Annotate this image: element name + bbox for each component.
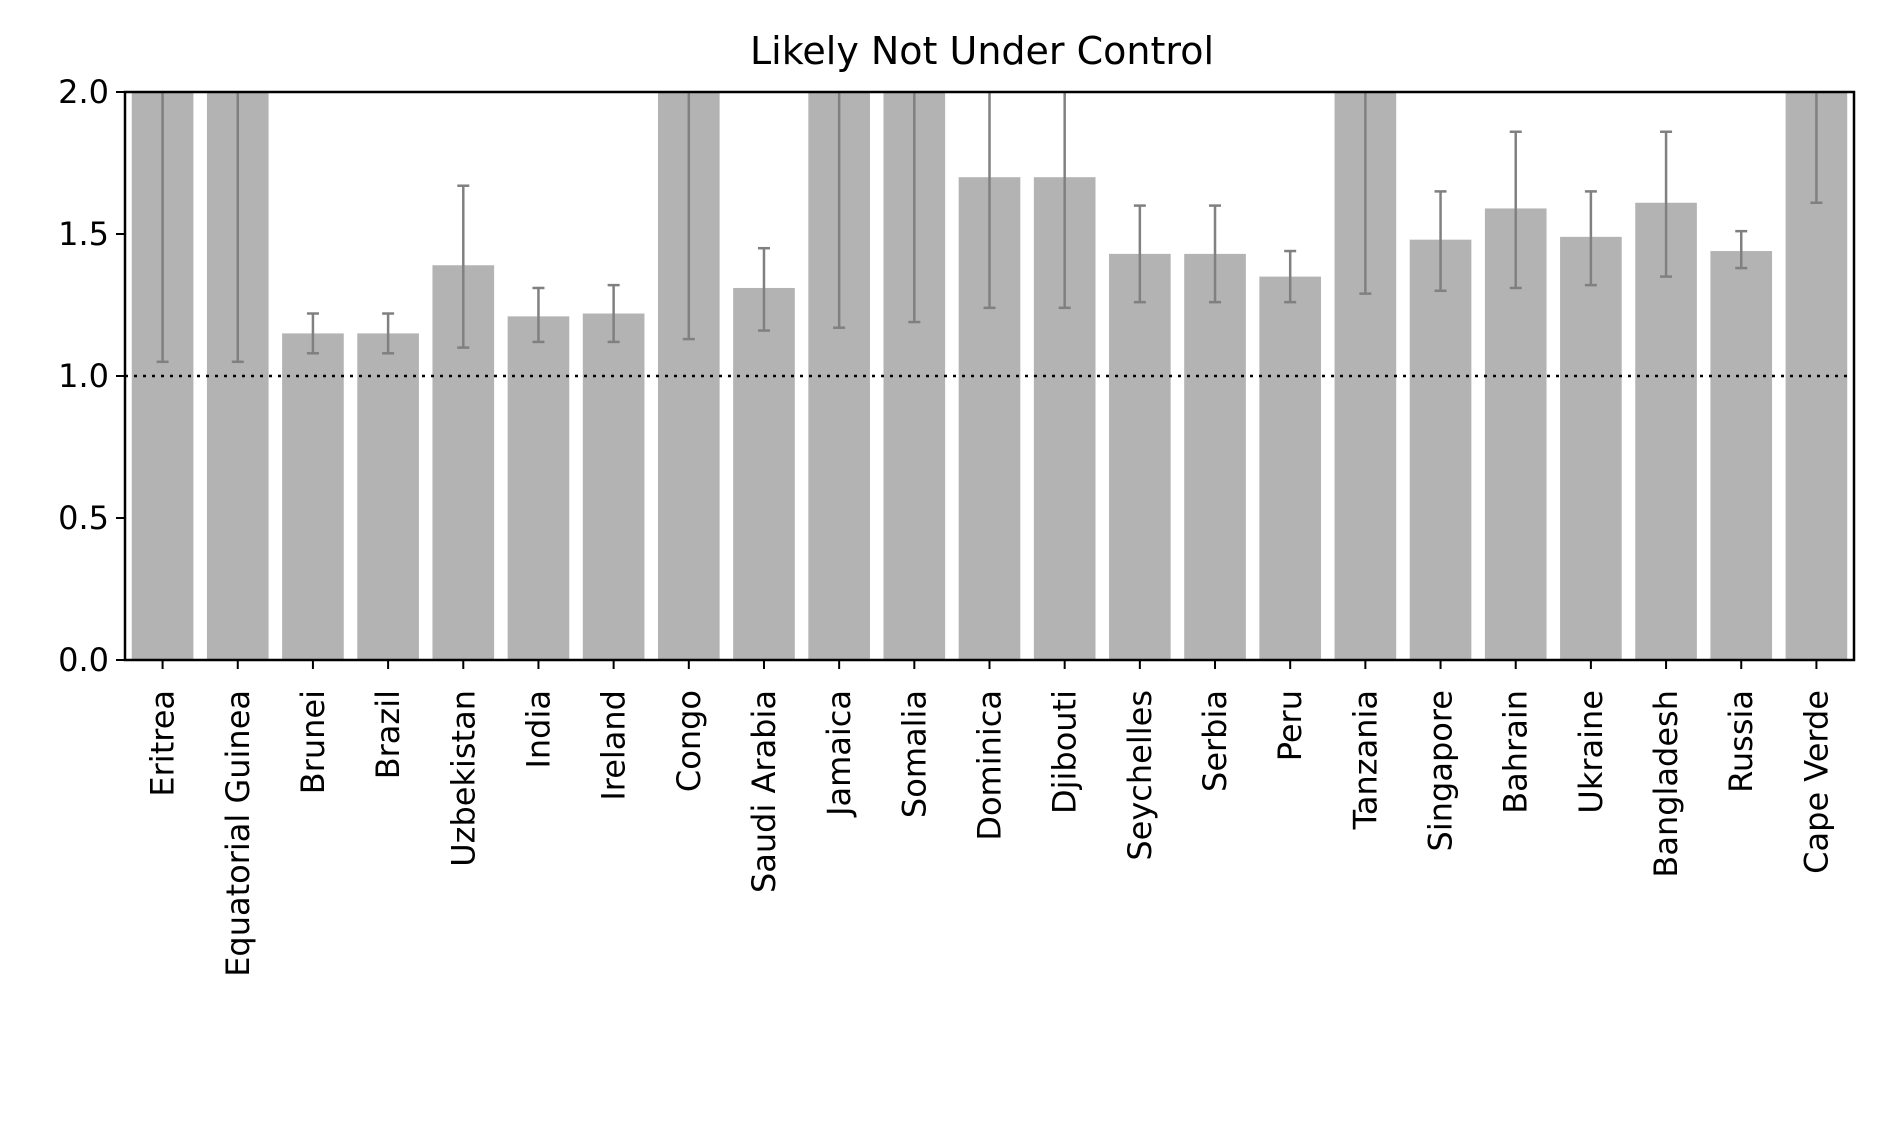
errorbar bbox=[156, 92, 169, 364]
errorbar bbox=[457, 184, 470, 349]
bar-ireland bbox=[582, 313, 645, 660]
bar-peru bbox=[1259, 276, 1322, 660]
x-tick-label: Jamaica bbox=[820, 690, 858, 818]
bar-seychelles bbox=[1109, 253, 1171, 660]
errorbar bbox=[306, 312, 319, 355]
errorbar bbox=[1810, 92, 1823, 205]
x-tick-label: India bbox=[519, 690, 557, 769]
x-tick-label: Somalia bbox=[895, 690, 933, 818]
x-tick-label: Bangladesh bbox=[1647, 690, 1685, 878]
bar-serbia bbox=[1184, 253, 1246, 660]
errorbars-layer bbox=[156, 92, 1823, 364]
x-tick-label: Djibouti bbox=[1046, 690, 1084, 814]
x-tick-label: Serbia bbox=[1196, 690, 1234, 792]
bar-brazil bbox=[357, 333, 419, 660]
errorbar bbox=[1209, 204, 1222, 304]
y-tick-label: 2.0 bbox=[58, 73, 109, 111]
errorbar bbox=[607, 283, 620, 344]
x-tick-label: Uzbekistan bbox=[444, 690, 482, 867]
x-tick-label: Dominica bbox=[971, 690, 1009, 841]
errorbar bbox=[1735, 229, 1748, 270]
x-tick-label: Brazil bbox=[369, 690, 407, 779]
errorbar bbox=[1509, 130, 1522, 290]
x-tick-label: Russia bbox=[1722, 690, 1760, 793]
x-tick-label: Saudi Arabia bbox=[745, 690, 783, 893]
x-tick-label: Brunei bbox=[294, 690, 332, 794]
y-tick-label: 0.0 bbox=[58, 641, 109, 679]
errorbar bbox=[1284, 249, 1297, 304]
errorbar bbox=[757, 246, 770, 332]
errorbar bbox=[682, 92, 695, 341]
x-tick-label: Equatorial Guinea bbox=[219, 690, 257, 977]
x-tick-label: Eritrea bbox=[144, 690, 182, 797]
errorbar bbox=[1133, 204, 1146, 304]
bar-ukraine bbox=[1560, 236, 1622, 660]
errorbar bbox=[1660, 130, 1673, 278]
errorbar bbox=[1058, 92, 1071, 310]
errorbar bbox=[382, 312, 395, 355]
x-tick-label: Cape Verde bbox=[1797, 690, 1835, 874]
bar-saudi-arabia bbox=[733, 287, 795, 660]
errorbar bbox=[1359, 92, 1372, 295]
x-axis: Eritrea Equatorial Guinea Brunei Brazil Uzbe… bbox=[144, 660, 1835, 977]
y-tick-label: 1.0 bbox=[58, 357, 109, 395]
x-tick-label: Bahrain bbox=[1497, 690, 1535, 814]
bar-singapore bbox=[1409, 239, 1472, 660]
x-tick-label: Peru bbox=[1271, 690, 1309, 761]
errorbar bbox=[532, 286, 545, 344]
x-tick-label: Ireland bbox=[595, 690, 633, 801]
y-tick-label: 1.5 bbox=[58, 215, 109, 253]
y-tick-label: 0.5 bbox=[58, 499, 109, 537]
x-tick-label: Singapore bbox=[1422, 690, 1460, 851]
errorbar bbox=[833, 92, 846, 329]
bar-brunei bbox=[282, 333, 344, 660]
y-axis: 0.0 0.5 1.0 1.5 2.0 bbox=[58, 73, 125, 679]
bar-bangladesh bbox=[1635, 202, 1697, 660]
bar-russia bbox=[1710, 251, 1773, 660]
errorbar bbox=[908, 92, 921, 324]
errorbar bbox=[1584, 190, 1597, 287]
errorbar bbox=[1434, 190, 1447, 293]
x-tick-label: Ukraine bbox=[1572, 690, 1610, 814]
x-tick-label: Congo bbox=[670, 690, 708, 792]
bar-india bbox=[507, 316, 570, 660]
x-tick-label: Seychelles bbox=[1121, 690, 1159, 861]
x-tick-label: Tanzania bbox=[1346, 690, 1384, 830]
errorbar bbox=[231, 92, 244, 364]
chart-title: Likely Not Under Control bbox=[750, 29, 1214, 73]
errorbar bbox=[983, 92, 996, 310]
